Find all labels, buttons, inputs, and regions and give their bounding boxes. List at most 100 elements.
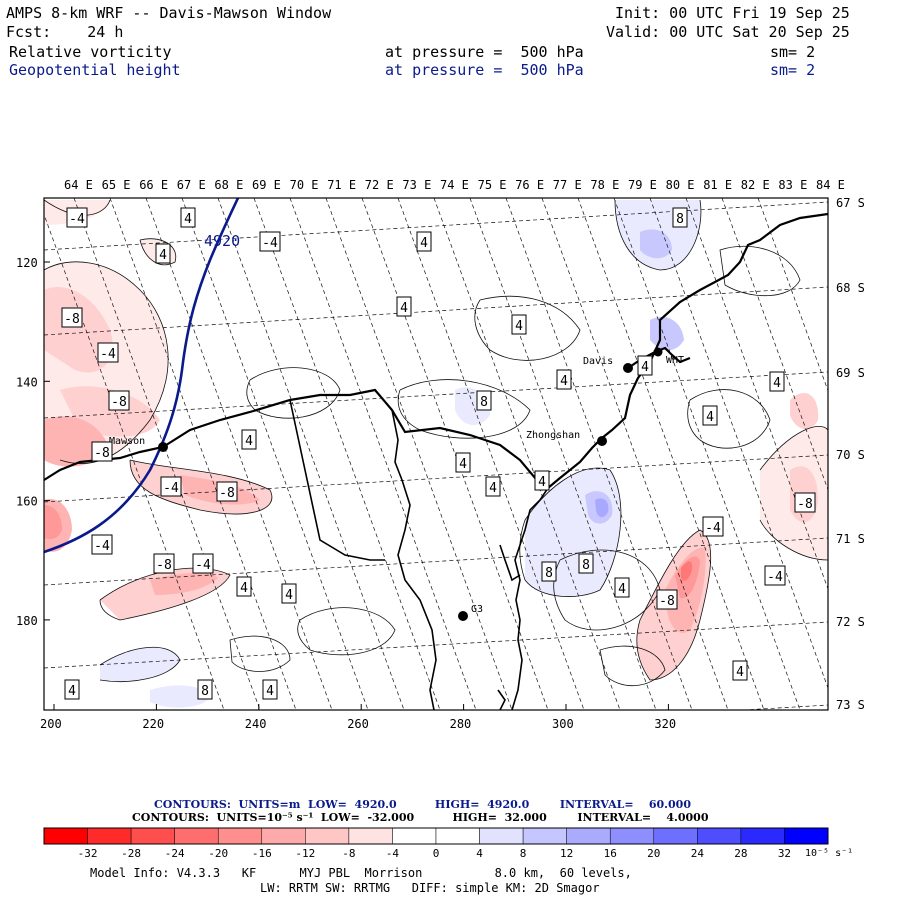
contour-label: -4 — [262, 236, 278, 251]
station-davis-marker — [623, 363, 633, 373]
color-scale-segment — [740, 827, 785, 845]
contour-label-box — [396, 296, 412, 317]
color-scale-segment — [87, 827, 132, 845]
station-label-wht: WHT — [666, 355, 684, 366]
contour-label-box — [534, 470, 550, 491]
init-time: Init: 00 UTC Fri 19 Sep 25 — [615, 4, 850, 22]
contour-label: -4 — [94, 539, 110, 554]
contour-label: 4 — [560, 374, 568, 389]
contour-label: 4 — [184, 212, 192, 227]
contour-label-box — [556, 369, 572, 390]
contour-label-box — [476, 390, 492, 411]
contour-label: -4 — [163, 481, 179, 496]
x-tick-label: 280 — [450, 717, 472, 731]
lon-label: 68 E — [214, 178, 243, 192]
contour-label-box — [241, 429, 257, 450]
contour-label-box — [61, 307, 83, 328]
field-2-pressure: at pressure = 500 hPa — [385, 61, 584, 79]
contour-label: -8 — [156, 558, 172, 573]
color-scale-segment — [305, 827, 350, 845]
lon-label: 70 E — [290, 178, 319, 192]
contour-label: 4 — [641, 360, 649, 375]
contour-label: 4 — [68, 684, 76, 699]
station-label-zhongshan: Zhongshan — [526, 430, 580, 441]
color-scale-unit: 10⁻⁵ s⁻¹ — [805, 848, 853, 859]
contour-label-box — [614, 577, 630, 598]
color-scale-label: 0 — [433, 847, 440, 860]
station-label-davis: Davis — [583, 356, 613, 367]
contour-label-box — [702, 405, 718, 426]
station-g3-marker — [458, 611, 468, 621]
color-scale-label: 20 — [647, 847, 660, 860]
contour-label: 8 — [545, 566, 553, 581]
contour-label-box — [216, 481, 238, 502]
contour-label: 4 — [515, 319, 523, 334]
contour-label-box — [66, 207, 88, 228]
color-scale-segment — [43, 827, 88, 845]
contour-label: 8 — [201, 684, 209, 699]
lat-lon-grid — [44, 198, 828, 710]
contour-label-box — [672, 207, 688, 228]
color-scale-label: 8 — [520, 847, 527, 860]
lat-label: 69 S — [836, 366, 865, 380]
color-scale-segment — [653, 827, 698, 845]
color-scale-label: 28 — [734, 847, 747, 860]
contour-label: 4 — [240, 581, 248, 596]
contour-label-box — [794, 492, 816, 513]
x-tick-label: 300 — [552, 717, 574, 731]
color-scale-label: -8 — [342, 847, 355, 860]
physics-info: LW: RRTM SW: RRTMG DIFF: simple KM: 2D S… — [260, 881, 600, 895]
contour-value-labels: -4 4 -4 4 4 8 -8 -4 4 4 -8 4 8 4 -8 4 4 4 -4 -8 4 -4 4 4 -8 -4 4 4 8… — [61, 207, 816, 700]
station-labels: Davis WHT Zhongshan Mawson G3 — [109, 355, 684, 615]
contour-label-box — [416, 231, 432, 252]
contour-label: 4 — [420, 236, 428, 251]
contour-label: 4 — [285, 588, 293, 603]
latitude-labels: 67 S 68 S 69 S 70 S 71 S 72 S 73 S — [836, 196, 865, 712]
lon-label: 79 E — [628, 178, 657, 192]
contour-label: 4 — [736, 665, 744, 680]
x-tick-label: 240 — [245, 717, 267, 731]
lon-label: 80 E — [666, 178, 695, 192]
y-grid-ticks: 120 140 160 180 — [16, 256, 50, 628]
color-scale-label: -32 — [78, 847, 98, 860]
map-field: Davis WHT Zhongshan Mawson G3 4920 -4 4-4… — [44, 198, 828, 710]
contour-label: -4 — [195, 558, 211, 573]
contour-label-box — [455, 452, 471, 473]
contour-label-box — [702, 516, 724, 537]
lat-label: 67 S — [836, 196, 865, 210]
x-tick-label: 260 — [347, 717, 369, 731]
lon-label: 83 E — [778, 178, 807, 192]
lon-label: 82 E — [741, 178, 770, 192]
y-tick-label: 140 — [16, 375, 38, 389]
contour-label-box — [262, 679, 278, 700]
lon-label: 75 E — [478, 178, 507, 192]
color-scale-segment — [784, 827, 829, 845]
color-scale-segment — [217, 827, 263, 845]
color-scale-segment — [566, 827, 611, 845]
contour-label-box — [192, 553, 214, 574]
longitude-labels: 64 E 65 E 66 E 67 E 68 E 69 E 70 E 71 E 72 E 73 E… — [64, 178, 845, 192]
color-scale-label: 12 — [560, 847, 573, 860]
lon-label: 76 E — [515, 178, 544, 192]
station-zhongshan-marker — [597, 436, 607, 446]
lat-label: 72 S — [836, 615, 865, 629]
lon-label: 64 E — [64, 178, 93, 192]
contour-label: 8 — [582, 558, 590, 573]
lon-label: 71 E — [327, 178, 356, 192]
contour-label-box — [769, 371, 785, 392]
ice-shelf-outline — [289, 399, 549, 710]
color-scale-segment — [479, 827, 524, 845]
contour-label-box — [732, 660, 748, 681]
color-scale-label: 4 — [476, 847, 483, 860]
station-mawson-marker — [158, 442, 168, 452]
lon-label: 77 E — [553, 178, 582, 192]
field-2-smoothing: sm= 2 — [770, 61, 816, 79]
y-tick-label: 120 — [16, 256, 38, 270]
map-frame — [43, 197, 829, 711]
color-scale-segment — [697, 827, 742, 845]
model-info: Model Info: V4.3.3 KF MYJ PBL Morrison 8… — [90, 866, 632, 880]
station-label-g3: G3 — [471, 604, 483, 615]
color-scale-frame — [43, 827, 829, 845]
lon-label: 81 E — [703, 178, 732, 192]
